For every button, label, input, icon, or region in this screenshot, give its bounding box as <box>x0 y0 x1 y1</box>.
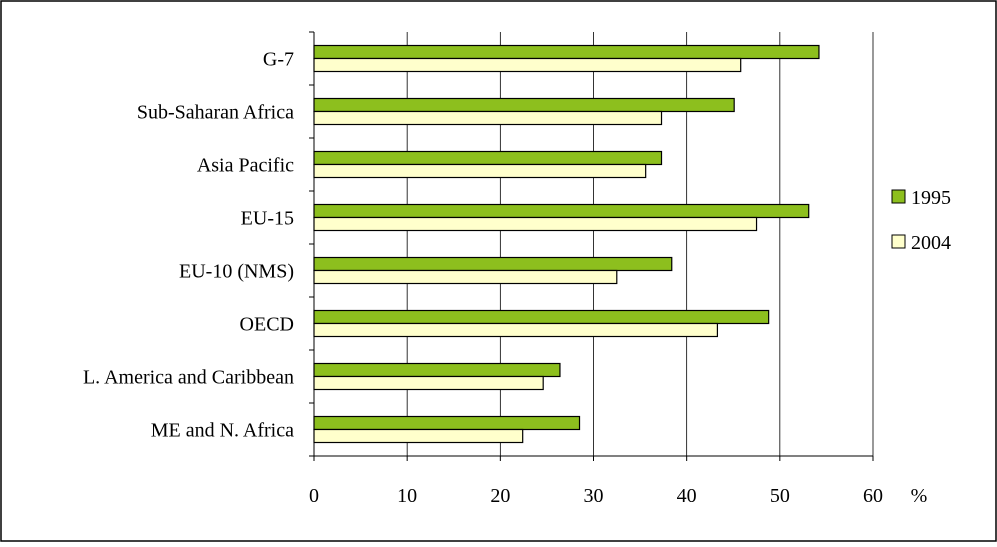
legend: 1995 2004 <box>891 187 951 254</box>
category-label: ME and N. Africa <box>151 420 294 442</box>
axis-labels: 0 10 20 30 40 50 60 G-7 Sub-Saharan Africa Asia P… <box>83 49 883 508</box>
category-label: Asia Pacific <box>197 155 294 177</box>
x-tick-label: 60 <box>863 485 883 507</box>
category-label: Sub-Saharan Africa <box>137 102 294 124</box>
x-tick-label: 0 <box>309 485 319 507</box>
legend-swatch <box>891 189 906 204</box>
bar-1995 <box>313 256 673 272</box>
x-tick-label: 10 <box>397 485 417 507</box>
bar-1995 <box>313 362 561 378</box>
bar-2004 <box>313 163 647 179</box>
category-label: G-7 <box>263 49 294 71</box>
bar-1995 <box>313 97 735 113</box>
category-label: L. America and Caribbean <box>83 367 294 389</box>
legend-item: 1995 <box>891 187 951 209</box>
category-label: EU-10 (NMS) <box>179 261 294 283</box>
bar-1995 <box>313 203 810 219</box>
bar-2004 <box>313 216 758 232</box>
bar-2004 <box>313 322 719 338</box>
bar-1995 <box>313 44 820 60</box>
bars <box>313 44 820 444</box>
bar-2004 <box>313 269 618 285</box>
legend-swatch <box>891 234 906 249</box>
x-tick-label: 30 <box>584 485 604 507</box>
x-tick-label: 50 <box>770 485 790 507</box>
legend-label: 2004 <box>911 232 951 254</box>
category-label: EU-15 <box>241 208 294 230</box>
bar-1995 <box>313 150 663 166</box>
bar-2004 <box>313 110 663 126</box>
x-axis-unit-label: % <box>911 485 928 507</box>
axes <box>309 31 874 461</box>
legend-label: 1995 <box>911 187 951 209</box>
x-tick-label: 40 <box>677 485 697 507</box>
bar-2004 <box>313 375 544 391</box>
legend-item: 2004 <box>891 232 951 254</box>
bar-1995 <box>313 415 581 431</box>
category-label: OECD <box>240 314 294 336</box>
bar-2004 <box>313 428 524 444</box>
x-tick-label: 20 <box>490 485 510 507</box>
bar-2004 <box>313 57 742 73</box>
bar-1995 <box>313 309 770 325</box>
